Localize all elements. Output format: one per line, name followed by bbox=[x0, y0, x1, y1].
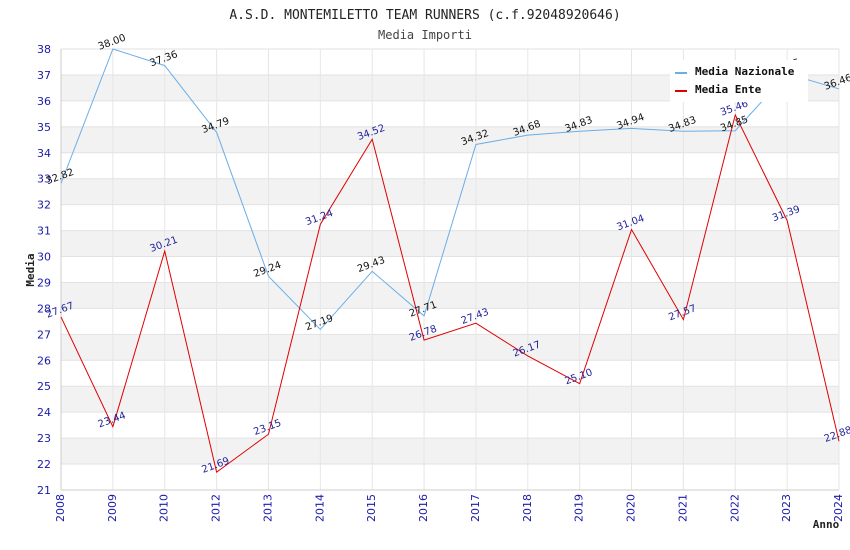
grid-band bbox=[61, 256, 839, 283]
legend-box bbox=[670, 60, 808, 102]
series-lines bbox=[60, 48, 840, 473]
x-tick-label: 2017 bbox=[469, 494, 482, 522]
legend-label-ente: Media Ente bbox=[695, 83, 762, 96]
y-axis-ticks: 21 22 23 24 25 26 27 28 29 30 31 32 33 34 35 36 37 38 bbox=[37, 43, 51, 497]
x-tick-label: 2009 bbox=[106, 494, 119, 522]
x-axis-title: Anno bbox=[813, 518, 840, 531]
y-tick-label: 25 bbox=[37, 380, 51, 393]
grid-band bbox=[61, 204, 839, 231]
grid-band bbox=[61, 464, 839, 490]
chart-title: A.S.D. MONTEMILETTO TEAM RUNNERS (c.f.92… bbox=[229, 8, 620, 23]
x-tick-label: 2014 bbox=[313, 494, 326, 522]
y-tick-label: 38 bbox=[37, 43, 51, 56]
y-tick-label: 24 bbox=[37, 406, 51, 419]
y-tick-label: 27 bbox=[37, 328, 51, 341]
y-tick-label: 36 bbox=[37, 95, 51, 108]
y-tick-label: 28 bbox=[37, 302, 51, 315]
legend-label-nazionale: Media Nazionale bbox=[695, 65, 795, 78]
grid-band bbox=[61, 230, 839, 257]
grid-band bbox=[61, 386, 839, 413]
y-tick-label: 35 bbox=[37, 121, 51, 134]
grid-band bbox=[61, 438, 839, 465]
series-line-nazionale bbox=[60, 48, 840, 331]
grid-band bbox=[61, 308, 839, 335]
grid-band bbox=[61, 412, 839, 439]
y-tick-label: 23 bbox=[37, 432, 51, 445]
y-tick-label: 21 bbox=[37, 484, 51, 497]
y-tick-label: 33 bbox=[37, 173, 51, 186]
x-tick-label: 2008 bbox=[54, 494, 67, 522]
x-tick-label: 2018 bbox=[521, 494, 534, 522]
y-tick-label: 26 bbox=[37, 354, 51, 367]
grid-band bbox=[61, 178, 839, 205]
x-tick-label: 2021 bbox=[676, 494, 689, 522]
y-axis-title: Media bbox=[24, 253, 37, 286]
y-tick-label: 29 bbox=[37, 276, 51, 289]
series-line-ente bbox=[60, 113, 840, 473]
y-tick-label: 34 bbox=[37, 147, 51, 160]
x-tick-label: 2024 bbox=[832, 494, 845, 522]
x-tick-label: 2016 bbox=[417, 494, 430, 522]
x-tick-label: 2023 bbox=[780, 494, 793, 522]
y-tick-label: 31 bbox=[37, 225, 51, 238]
grid-band bbox=[61, 152, 839, 179]
x-tick-label: 2012 bbox=[210, 494, 223, 522]
x-axis-ticks: 2008 2009 2010 2012 2013 2014 2015 2016 2017 2018… bbox=[54, 494, 845, 522]
grid-band bbox=[61, 100, 839, 127]
y-tick-label: 37 bbox=[37, 69, 51, 82]
legend: Media Nazionale Media Ente bbox=[670, 60, 808, 102]
x-tick-label: 2015 bbox=[365, 494, 378, 522]
chart-subtitle: Media Importi bbox=[378, 28, 472, 42]
grid-band bbox=[61, 360, 839, 387]
x-tick-label: 2022 bbox=[728, 494, 741, 522]
grid-band bbox=[61, 334, 839, 361]
grid-band bbox=[61, 282, 839, 309]
y-tick-label: 22 bbox=[37, 458, 51, 471]
x-tick-label: 2019 bbox=[573, 494, 586, 522]
x-tick-label: 2013 bbox=[261, 494, 274, 522]
y-tick-label: 32 bbox=[37, 199, 51, 212]
y-tick-label: 30 bbox=[37, 251, 51, 264]
x-tick-label: 2020 bbox=[625, 494, 638, 522]
x-tick-label: 2010 bbox=[158, 494, 171, 522]
grid-bands bbox=[61, 49, 839, 490]
